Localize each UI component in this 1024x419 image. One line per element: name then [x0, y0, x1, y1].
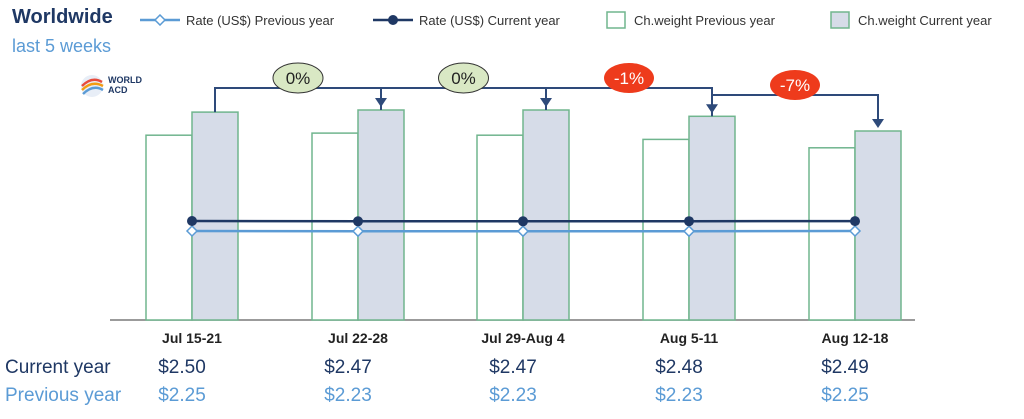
- current-year-label: Current year: [5, 357, 111, 378]
- change-badge: [438, 62, 489, 94]
- current-year-rate: $2.48: [655, 357, 703, 378]
- bar-weight-current: [191, 111, 239, 321]
- point-rate-previous: [185, 224, 199, 238]
- previous-year-rate: $2.23: [655, 385, 703, 406]
- x-tick-label: Aug 12-18: [822, 330, 889, 346]
- previous-year-rate: $2.25: [821, 385, 869, 406]
- point-rate-current: [518, 216, 528, 227]
- change-label: 0%: [286, 69, 311, 88]
- change-badge: [272, 62, 324, 94]
- x-tick-label: Jul 22-28: [328, 330, 388, 346]
- world-acd-logo: WORLD ACD: [78, 72, 158, 102]
- bar-weight-previous: [145, 134, 193, 321]
- current-year-rate: $2.47: [324, 357, 372, 378]
- bar-weight-previous: [311, 132, 359, 321]
- x-tick-label: Aug 5-11: [660, 330, 719, 346]
- point-rate-current: [353, 216, 363, 227]
- box-icon: [606, 11, 626, 29]
- legend-label: Ch.weight Current year: [858, 12, 992, 28]
- line-diamond-icon: [140, 14, 180, 26]
- legend-item-rate-current: Rate (US$) Current year: [373, 10, 560, 30]
- current-year-rate: $2.49: [821, 357, 869, 378]
- x-tick-label: Jul 15-21: [162, 330, 222, 346]
- previous-year-rate: $2.25: [158, 385, 206, 406]
- legend-label: Rate (US$) Current year: [419, 12, 560, 28]
- point-rate-previous: [848, 224, 862, 238]
- current-year-rate: $2.50: [158, 357, 206, 378]
- legend-label: Ch.weight Previous year: [634, 12, 775, 28]
- bar-weight-current: [688, 115, 736, 321]
- bar-weight-current: [357, 109, 405, 321]
- change-label: -1%: [614, 69, 644, 88]
- globe-icon: [81, 75, 104, 97]
- legend-item-rate-previous: Rate (US$) Previous year: [140, 10, 334, 30]
- change-badge: [604, 63, 654, 93]
- point-rate-current: [187, 216, 197, 226]
- legend-label: Rate (US$) Previous year: [186, 12, 335, 28]
- previous-year-rate: $2.23: [324, 385, 372, 406]
- chart-subtitle: last 5 weeks: [12, 36, 112, 56]
- bar-weight-previous: [476, 134, 524, 321]
- bar-weight-current: [522, 109, 570, 321]
- chart-title: Worldwide: [12, 6, 113, 28]
- point-rate-current: [684, 216, 694, 227]
- line-dot-icon: [373, 15, 413, 25]
- legend-item-weight-current: Ch.weight Current year: [830, 10, 992, 30]
- box-filled-icon: [830, 11, 850, 29]
- x-tick-label: Jul 29-Aug 4: [481, 330, 564, 346]
- bar-weight-previous: [642, 138, 690, 321]
- change-badge: [770, 70, 820, 100]
- change-label: 0%: [451, 69, 476, 88]
- point-rate-previous: [682, 225, 696, 238]
- logo-text: WORLD ACD: [108, 75, 142, 95]
- point-rate-previous: [516, 225, 530, 238]
- change-arrow: [872, 119, 884, 128]
- current-year-rate: $2.47: [489, 357, 537, 378]
- point-rate-current: [850, 216, 860, 227]
- legend-item-weight-previous: Ch.weight Previous year: [606, 10, 775, 30]
- point-rate-previous: [351, 225, 365, 238]
- previous-year-label: Previous year: [5, 385, 122, 406]
- bar-weight-current: [854, 130, 902, 321]
- change-label: -7%: [780, 76, 810, 95]
- bar-weight-previous: [808, 147, 856, 321]
- previous-year-rate: $2.23: [489, 385, 537, 406]
